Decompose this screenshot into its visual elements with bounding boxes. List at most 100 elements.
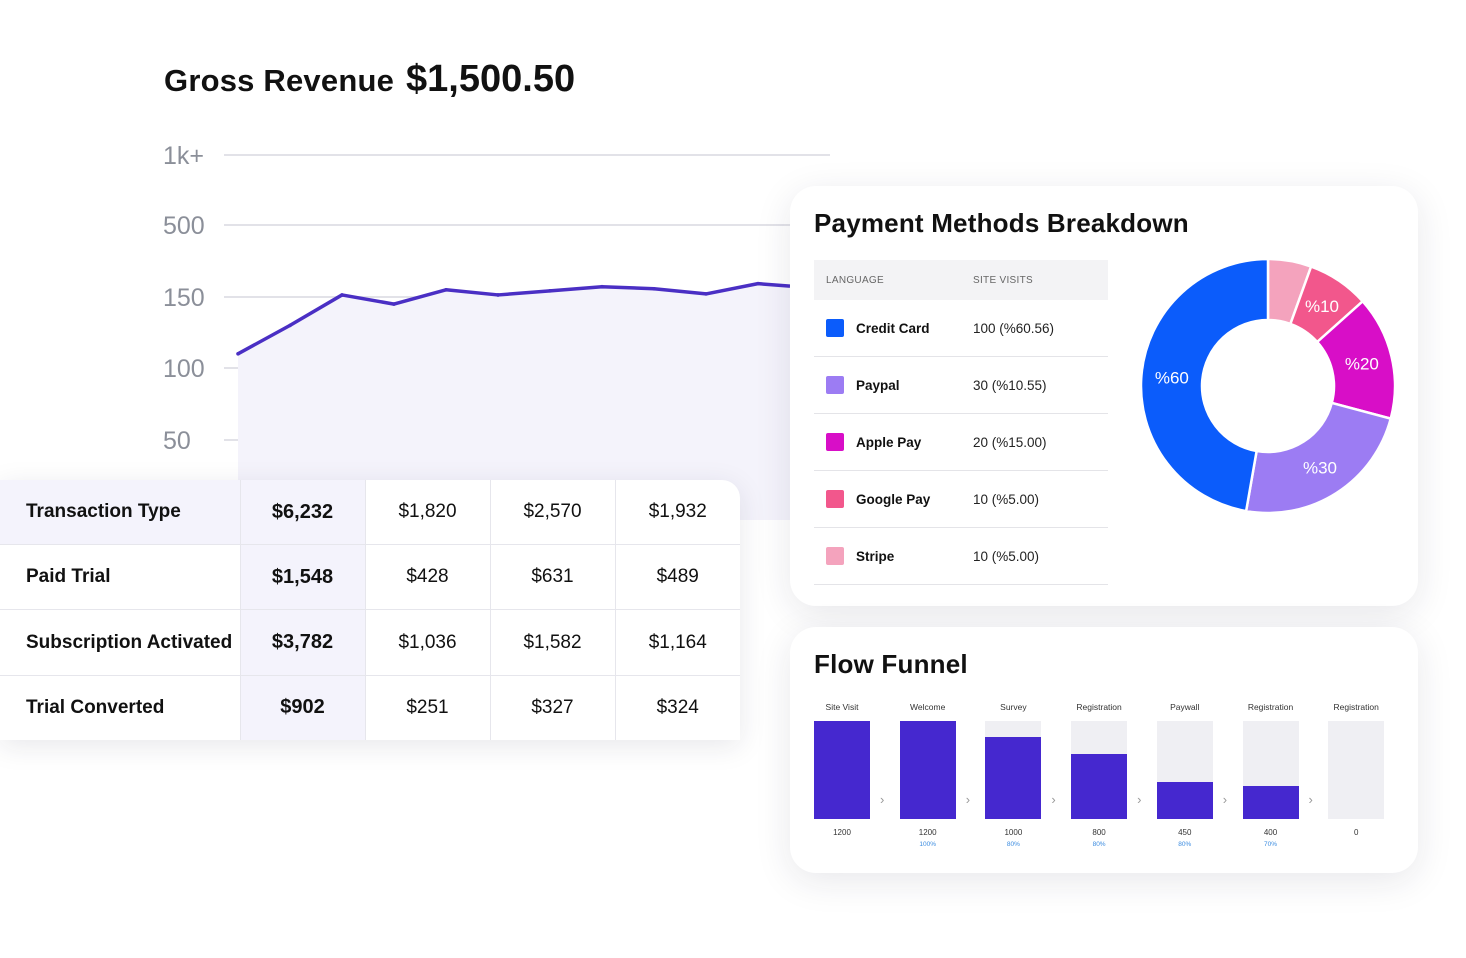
table-cell: $3,782	[240, 609, 366, 676]
revenue-chart: 1k+ 500 150 100 50	[163, 142, 830, 520]
column-header-language: LANGUAGE	[826, 274, 884, 286]
funnel-step: Registration 800 80%	[1071, 701, 1128, 848]
funnel-bar-track	[1071, 721, 1128, 819]
donut-slice-label: %60	[1155, 369, 1189, 388]
y-tick-label: 150	[163, 284, 205, 312]
table-row: Subscription Activated $3,782 $1,036 $1,582…	[0, 609, 740, 676]
funnel-step: Registration 0	[1328, 701, 1385, 841]
funnel-step-value: 1000	[1004, 828, 1023, 837]
payment-method: Apple Pay	[814, 433, 973, 451]
revenue-line	[237, 281, 791, 356]
funnel-bar-track	[985, 721, 1042, 819]
y-tick-label: 100	[163, 355, 205, 383]
site-visits-value: 20 (%15.00)	[973, 434, 1047, 450]
payment-row: Apple Pay 20 (%15.00)	[814, 414, 1108, 471]
donut-slice	[1139, 257, 1270, 513]
chevron-right-icon: ›	[1137, 792, 1142, 807]
data-point	[288, 323, 292, 328]
row-label: Paid Trial	[0, 544, 241, 611]
funnel-step: Paywall 450 80%	[1156, 701, 1213, 848]
payment-row: Google Pay 10 (%5.00)	[814, 471, 1108, 528]
data-point	[444, 288, 448, 292]
data-point	[392, 302, 396, 306]
funnel-step-value: 400	[1263, 828, 1278, 837]
table-row: Paid Trial $1,548 $428 $631 $489	[0, 544, 740, 611]
color-swatch	[826, 433, 844, 451]
funnel-step-value: 0	[1353, 828, 1359, 837]
row-label: Transaction Type	[0, 480, 241, 546]
funnel-step-label: Registration	[1247, 702, 1294, 712]
site-visits-value: 100 (%60.56)	[973, 320, 1055, 336]
payment-methods-title: Payment Methods Breakdown	[814, 208, 1189, 238]
funnel-bar-track	[1156, 721, 1213, 819]
row-label: Trial Converted	[0, 675, 241, 740]
transaction-table: Transaction Type $6,232 $1,820 $2,570 $1,932…	[0, 480, 740, 740]
funnel-bar	[1242, 786, 1299, 819]
y-tick-label: 500	[163, 212, 205, 240]
funnel-bar	[814, 721, 870, 819]
color-swatch	[826, 490, 844, 508]
table-cell: $324	[656, 696, 699, 718]
funnel-bar-track	[1328, 721, 1385, 819]
table-cell: $6,232	[240, 480, 366, 546]
payment-method: Paypal	[814, 376, 973, 394]
funnel-step-value: 1200	[918, 828, 937, 837]
row-label: Subscription Activated	[0, 609, 241, 676]
table-cell: $489	[615, 544, 740, 611]
funnel-step-value: 800	[1092, 828, 1106, 837]
funnel-bar-track	[899, 721, 956, 819]
funnel-bar	[1071, 753, 1128, 819]
table-cell: $631	[490, 544, 616, 611]
revenue-area	[238, 283, 790, 520]
table-cell: $428	[365, 544, 491, 611]
payment-methods-table: LANGUAGE SITE VISITS Credit Card 100 (%60…	[814, 260, 1108, 585]
donut-slice-label: %20	[1345, 355, 1379, 374]
donut-slice	[1244, 401, 1393, 515]
funnel-step-label: Welcome	[910, 702, 946, 712]
data-point	[236, 352, 240, 356]
site-visits-value: 10 (%5.00)	[973, 548, 1040, 564]
data-point	[340, 293, 344, 297]
payment-row: Paypal 30 (%10.55)	[814, 357, 1108, 414]
y-tick-label: 50	[163, 427, 191, 455]
payment-row: Credit Card 100 (%60.56)	[814, 300, 1108, 357]
table-row: Transaction Type $6,232 $1,820 $2,570 $1,932	[0, 480, 740, 546]
payment-table-header: LANGUAGE SITE VISITS	[814, 260, 1108, 300]
payment-method: Google Pay	[814, 490, 973, 508]
table-cell: $2,570	[490, 480, 616, 546]
flow-funnel-card: Flow Funnel Site Visit 1200 › Welcome 1200 10…	[790, 627, 1418, 873]
funnel-step-percent: 80%	[1006, 841, 1020, 848]
funnel-step-label: Registration	[1076, 702, 1122, 712]
data-point	[496, 293, 500, 297]
funnel-step-label: Site Visit	[825, 702, 859, 712]
chevron-right-icon: ›	[1051, 792, 1056, 807]
funnel-step: Site Visit 1200	[814, 701, 870, 841]
payment-method-name: Credit Card	[856, 320, 930, 336]
table-cell: $251	[365, 675, 491, 740]
funnel-step-value: 1200	[833, 828, 851, 837]
funnel-bar	[985, 737, 1042, 819]
payment-row: Stripe 10 (%5.00)	[814, 528, 1108, 585]
funnel-step: Welcome 1200 100%	[899, 701, 956, 848]
payment-method-name: Paypal	[856, 377, 900, 393]
funnel-step-percent: 70%	[1263, 841, 1277, 848]
revenue-label: Gross Revenue	[164, 63, 395, 98]
funnel-bar-track	[1242, 721, 1299, 819]
table-row: Trial Converted $902 $251 $327 $324	[0, 675, 740, 740]
funnel-step-percent: 100%	[919, 841, 936, 848]
data-point	[704, 292, 708, 296]
payment-method-name: Google Pay	[856, 491, 931, 507]
flow-funnel-title: Flow Funnel	[814, 649, 968, 679]
payment-method: Stripe	[814, 547, 973, 565]
funnel-step-label: Survey	[1000, 702, 1027, 712]
funnel-step-label: Paywall	[1170, 702, 1200, 712]
data-point	[548, 289, 552, 293]
color-swatch	[826, 319, 844, 337]
site-visits-value: 30 (%10.55)	[973, 377, 1047, 393]
payment-method-name: Stripe	[856, 548, 895, 564]
revenue-header: Gross Revenue $1,500.50	[164, 58, 575, 101]
funnel-bar	[1156, 782, 1213, 819]
column-header-site-visits: SITE VISITS	[973, 274, 1033, 286]
chevron-right-icon: ›	[880, 792, 885, 807]
chevron-right-icon: ›	[1222, 792, 1228, 807]
